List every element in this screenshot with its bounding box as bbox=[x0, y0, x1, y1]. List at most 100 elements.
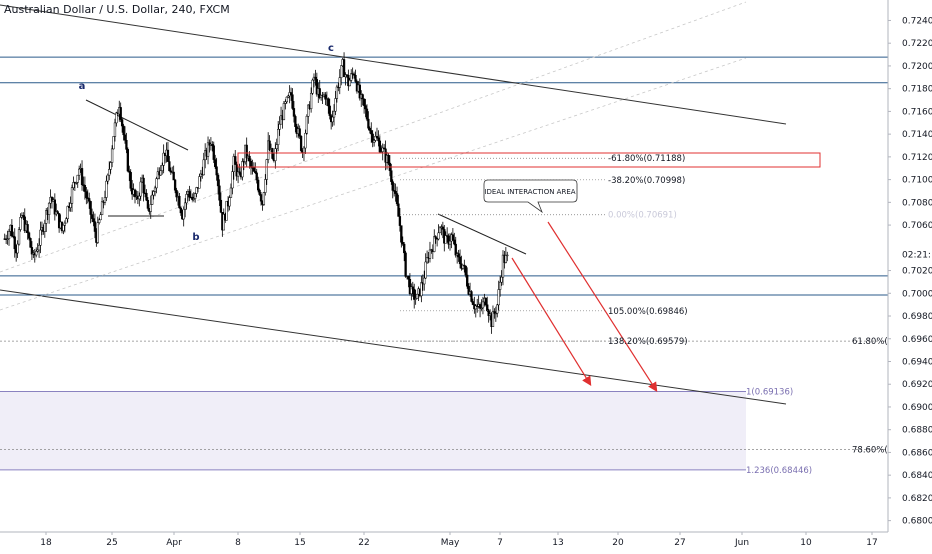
candle-body bbox=[282, 103, 286, 121]
candle-body bbox=[437, 232, 440, 240]
candle-body bbox=[500, 276, 503, 283]
chart-title: Australian Dollar / U.S. Dollar, 240, FX… bbox=[4, 3, 230, 16]
candle-body bbox=[123, 134, 127, 141]
fib-label-6: 1(0.69136) bbox=[746, 387, 793, 397]
x-tick-label-10: 27 bbox=[674, 538, 685, 548]
candle-body bbox=[175, 189, 178, 198]
candle-body bbox=[65, 218, 68, 224]
candle-body bbox=[274, 148, 277, 161]
candle-body bbox=[264, 179, 267, 193]
candle-body bbox=[155, 178, 158, 189]
candle-body bbox=[6, 238, 9, 240]
candle-body bbox=[19, 217, 22, 230]
candle-body bbox=[26, 224, 29, 234]
candle-body bbox=[491, 311, 495, 327]
candle-body bbox=[398, 216, 402, 226]
candle-body bbox=[109, 162, 112, 170]
candle-body bbox=[231, 171, 234, 189]
candle-body bbox=[188, 191, 191, 198]
candle-body bbox=[302, 147, 306, 153]
countdown-label: 02:21:10 bbox=[902, 251, 932, 261]
candle-body bbox=[285, 96, 288, 103]
candle-body bbox=[415, 293, 419, 299]
candle-body bbox=[238, 171, 241, 174]
x-tick-label-8: 13 bbox=[552, 538, 563, 548]
candle-body bbox=[486, 304, 489, 312]
x-tick-label-7: 7 bbox=[497, 538, 503, 548]
fib-label-3: 105.00%(0.69846) bbox=[608, 307, 688, 317]
candle-body bbox=[265, 159, 268, 180]
candle-body bbox=[53, 199, 56, 215]
candle-body bbox=[133, 189, 137, 198]
candle-body bbox=[37, 245, 41, 251]
candle-body bbox=[414, 298, 417, 300]
wave-a-trendline bbox=[85, 99, 189, 151]
target-zone bbox=[0, 391, 746, 470]
candle-body bbox=[413, 288, 416, 300]
candle-body bbox=[262, 192, 266, 205]
candle-body bbox=[494, 312, 497, 315]
candle-body bbox=[179, 207, 182, 214]
wave-label-c: c bbox=[328, 43, 334, 54]
candle-body bbox=[126, 149, 130, 172]
candle-body bbox=[12, 235, 15, 238]
candle-body bbox=[245, 144, 248, 159]
candle-body bbox=[128, 170, 131, 173]
candle-body bbox=[309, 93, 313, 110]
candle-body bbox=[219, 199, 223, 213]
candle-body bbox=[208, 142, 211, 146]
candle-body bbox=[259, 194, 263, 202]
candle-body bbox=[45, 210, 48, 224]
candle-body bbox=[47, 202, 51, 216]
candle-body bbox=[448, 240, 452, 245]
fib-label-8: 1.236(0.68446) bbox=[746, 466, 812, 476]
candle-body bbox=[382, 147, 386, 150]
candle-body bbox=[112, 136, 115, 150]
candle-body bbox=[292, 108, 296, 117]
candle-body bbox=[315, 79, 319, 95]
candle-body bbox=[206, 142, 210, 157]
candle-body bbox=[229, 187, 233, 198]
candle-body bbox=[119, 107, 122, 120]
candle-body bbox=[216, 174, 220, 187]
wave-label-a: a bbox=[79, 81, 86, 92]
x-tick-label-4: 15 bbox=[294, 538, 305, 548]
candle-body bbox=[57, 213, 61, 229]
candle-body bbox=[314, 76, 317, 80]
candle-body bbox=[289, 92, 293, 95]
candle-body bbox=[397, 203, 400, 217]
x-tick-label-1: 25 bbox=[106, 538, 117, 548]
candle-body bbox=[378, 140, 382, 153]
candle-body bbox=[162, 152, 165, 166]
candle-body bbox=[62, 224, 65, 232]
candle-body bbox=[56, 211, 59, 214]
resistance-box bbox=[237, 152, 821, 168]
candle-body bbox=[487, 310, 490, 316]
candle-body bbox=[454, 243, 457, 256]
candle-body bbox=[66, 206, 69, 219]
candle-body bbox=[287, 95, 290, 98]
x-tick-label-13: 17 bbox=[866, 538, 877, 548]
candle-body bbox=[255, 172, 258, 181]
candle-body bbox=[98, 219, 101, 223]
projection-arrow-2 bbox=[547, 221, 658, 393]
fib-label-1: -38.20%(0.70998) bbox=[608, 176, 685, 186]
candle-body bbox=[168, 161, 171, 172]
candle-body bbox=[453, 239, 456, 245]
candle-body bbox=[173, 179, 177, 191]
candle-body bbox=[352, 73, 356, 76]
candle-body bbox=[108, 169, 111, 176]
candle-body bbox=[83, 185, 87, 192]
candle-body bbox=[350, 73, 353, 81]
candle-body bbox=[365, 108, 369, 120]
candle-body bbox=[390, 170, 393, 182]
x-tick-label-6: May bbox=[441, 538, 460, 548]
